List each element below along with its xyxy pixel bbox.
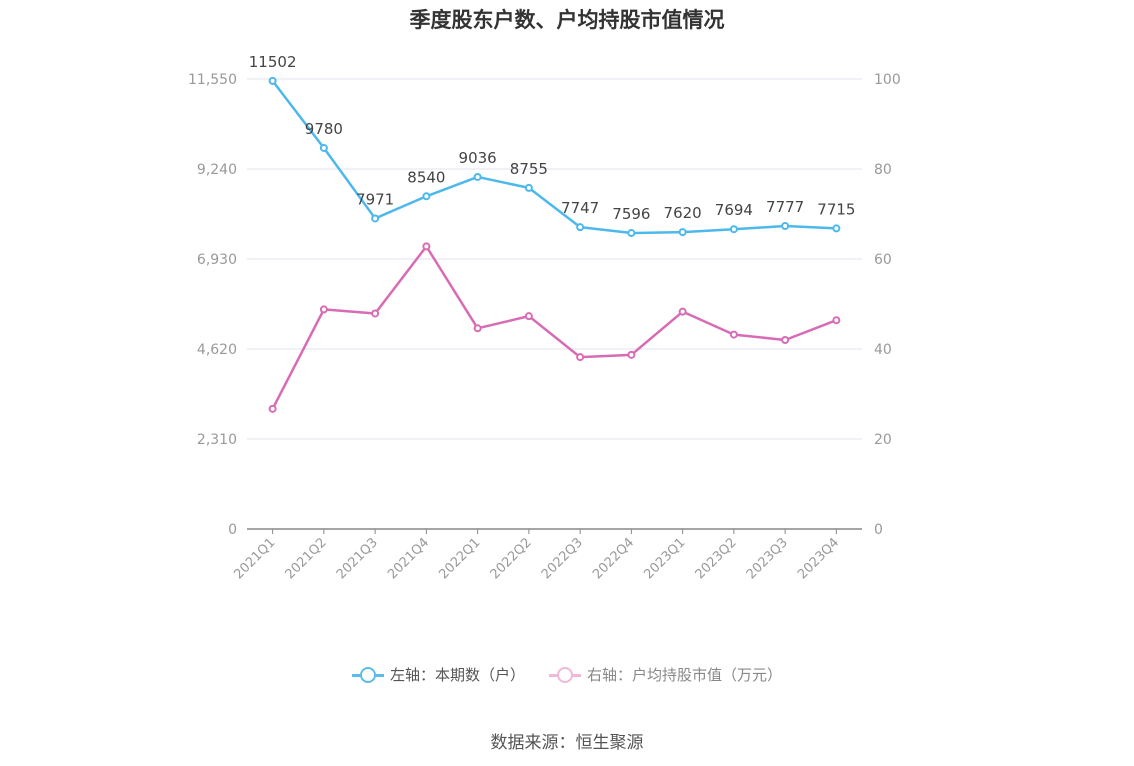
x-axis-tick-label: 2021Q1 (231, 535, 278, 582)
x-axis-tick-label: 2021Q3 (334, 535, 381, 582)
left-axis-tick-label: 0 (228, 522, 237, 538)
data-label: 9036 (459, 149, 497, 167)
right-axis-tick-label: 60 (874, 252, 892, 268)
data-point-right (627, 350, 636, 359)
chart-title: 季度股东户数、户均持股市值情况 (409, 8, 725, 32)
data-point-left (576, 223, 585, 232)
series-line-left (271, 80, 837, 235)
data-point-left (319, 143, 328, 152)
data-label: 7596 (612, 205, 650, 223)
right-axis-tick-label: 40 (874, 342, 892, 358)
data-point-right (576, 353, 585, 362)
data-point-right (832, 316, 841, 325)
data-point-right (729, 330, 738, 339)
x-axis-tick-label: 2023Q1 (641, 535, 688, 582)
data-point-left (781, 222, 790, 230)
x-axis-tick-label: 2021Q2 (283, 535, 330, 582)
left-axis-tick-label: 9,240 (197, 162, 237, 178)
data-point-right (781, 336, 790, 344)
legend: 左轴：本期数（户） 右轴：户均持股市值（万元） (0, 664, 1134, 685)
data-point-right (319, 305, 328, 314)
right-axis-tick-label: 80 (874, 162, 892, 178)
data-point-left (729, 225, 738, 234)
x-axis-tick-label: 2023Q2 (693, 535, 740, 582)
left-axis-tick-label: 11,550 (188, 72, 237, 88)
legend-left-label: 左轴：本期数（户） (389, 666, 525, 684)
data-point-right (268, 404, 277, 413)
data-label: 7777 (766, 198, 804, 216)
x-axis-tick-label: 2021Q4 (385, 535, 432, 582)
x-axis-tick-label: 2022Q1 (436, 535, 483, 582)
data-point-right (524, 312, 533, 321)
data-label: 9780 (305, 120, 343, 138)
left-axis-tick-label: 4,620 (197, 342, 237, 358)
data-point-left (473, 172, 482, 181)
legend-left-swatch (351, 666, 384, 684)
legend-right-label: 右轴：户均持股市值（万元） (587, 666, 783, 684)
data-point-right (678, 307, 687, 316)
x-axis-tick-label: 2023Q4 (795, 535, 842, 582)
data-point-left (268, 76, 277, 85)
data-label: 8755 (510, 160, 548, 178)
data-point-left (678, 228, 687, 237)
data-label: 7694 (715, 201, 753, 219)
data-point-right (422, 242, 431, 251)
left-axis-tick-label: 2,310 (197, 432, 237, 448)
data-label: 7715 (817, 200, 855, 218)
data-label: 7971 (356, 190, 394, 208)
data-point-right (371, 309, 380, 318)
left-axis-tick-label: 6,930 (197, 252, 237, 268)
x-axis-tick-label: 2022Q4 (590, 535, 637, 582)
x-axis-tick-label: 2023Q3 (744, 535, 791, 582)
x-axis-tick-label: 2022Q3 (539, 535, 586, 582)
legend-item-left-axis[interactable]: 左轴：本期数（户） (351, 664, 525, 685)
right-axis-tick-label: 20 (874, 432, 892, 448)
data-point-left (524, 183, 533, 192)
data-label: 11502 (249, 53, 297, 71)
data-point-left (371, 214, 380, 223)
data-point-left (832, 224, 841, 233)
right-axis-tick-label: 100 (874, 72, 901, 88)
source-note: 数据来源：恒生聚源 (490, 733, 644, 753)
series-line-right (271, 245, 837, 410)
data-label: 8540 (407, 168, 445, 186)
legend-right-swatch (549, 666, 581, 684)
right-axis-tick-label: 0 (874, 522, 883, 538)
x-axis-tick-label: 2022Q2 (488, 535, 535, 582)
data-point-left (422, 192, 431, 201)
data-point-right (473, 324, 482, 333)
data-point-left (627, 229, 636, 238)
legend-item-right-axis[interactable]: 右轴：户均持股市值（万元） (549, 664, 782, 685)
data-label: 7620 (664, 204, 702, 222)
data-label: 7747 (561, 199, 599, 217)
